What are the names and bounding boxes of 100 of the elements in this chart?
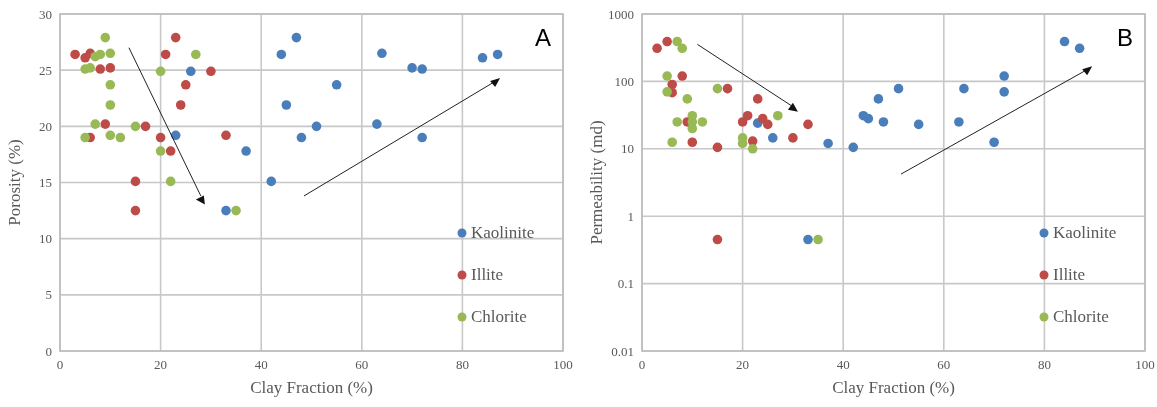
point [712,83,723,94]
point [682,94,693,104]
point [662,36,672,47]
point [311,121,322,132]
point [407,63,417,73]
point [742,110,753,121]
point [672,117,683,127]
point [85,63,95,73]
x-axis-title: Clay Fraction (%) [250,378,373,397]
point [276,49,287,60]
point [105,130,116,141]
point [677,43,688,54]
y-tick-label: 1000 [608,6,634,22]
point [221,205,231,216]
point [221,130,231,141]
y-tick-label: 15 [39,175,52,190]
x-tick-label: 20 [154,357,168,372]
point [652,43,662,54]
point [803,234,813,245]
point [291,32,302,43]
point [331,79,342,90]
x-tick-label: 0 [56,357,64,372]
point [667,79,677,90]
x-tick-label: 60 [937,357,951,372]
point [989,137,999,148]
y-tick-label: 100 [614,73,634,89]
point [712,142,723,153]
x-tick-label: 80 [1037,357,1051,372]
y-tick-label: 0 [45,343,52,359]
y-tick-label: 5 [45,287,52,303]
point [1074,43,1085,54]
point [175,100,186,110]
point [105,48,116,59]
y-axis-title: Permeability (md) [587,120,606,245]
y-tick-label: 0.1 [617,276,634,292]
y-tick-label: 20 [39,118,52,134]
legend-label: Chlorite [1053,307,1109,326]
point [767,133,778,143]
point [90,119,101,129]
point [80,132,90,143]
point [70,49,80,60]
point [677,71,688,81]
point [999,87,1009,97]
point [813,234,823,245]
point [105,63,116,73]
point [747,144,758,154]
point [100,32,111,43]
legend-label: Kaolinite [1053,223,1117,242]
point [687,137,698,148]
point [377,48,387,59]
point [170,32,181,43]
point [823,138,833,149]
x-tick-label: 0 [638,357,646,372]
point [281,100,292,110]
point [105,79,116,90]
x-tick-label: 20 [736,357,750,372]
point [130,176,141,187]
point [873,94,884,104]
point [788,133,798,143]
point [206,66,216,77]
annotation: A [534,24,551,51]
point [863,113,874,124]
point [762,119,773,130]
x-tick-label: 100 [1135,357,1155,372]
point [1059,36,1070,47]
legend-label: Illite [1053,265,1086,284]
point [130,121,141,132]
point [999,71,1009,81]
point [191,49,201,60]
point [737,117,748,127]
point [878,117,889,127]
point [105,100,116,110]
x-tick-label: 80 [455,357,469,372]
point [155,132,166,143]
point [95,64,106,74]
point [115,132,126,143]
point [773,110,783,121]
y-tick-label: 0.01 [611,343,634,359]
annotation: B [1116,24,1133,51]
y-tick-label: 10 [621,141,634,157]
point [296,132,307,143]
y-tick-label: 25 [39,62,52,78]
legend-label: Chlorite [471,307,527,326]
point [165,176,176,187]
point [477,53,488,63]
point [722,83,733,94]
point [100,119,111,129]
point [180,79,191,90]
point [959,83,969,94]
y-tick-label: 30 [39,6,52,22]
y-axis-title: Porosity (%) [5,139,24,226]
point [231,205,241,216]
point [140,121,151,132]
point [848,142,859,153]
point [712,234,723,245]
point [372,119,382,129]
y-tick-label: 1 [627,208,634,224]
point [165,146,176,156]
point [417,132,427,143]
x-axis-title: Clay Fraction (%) [832,378,955,397]
